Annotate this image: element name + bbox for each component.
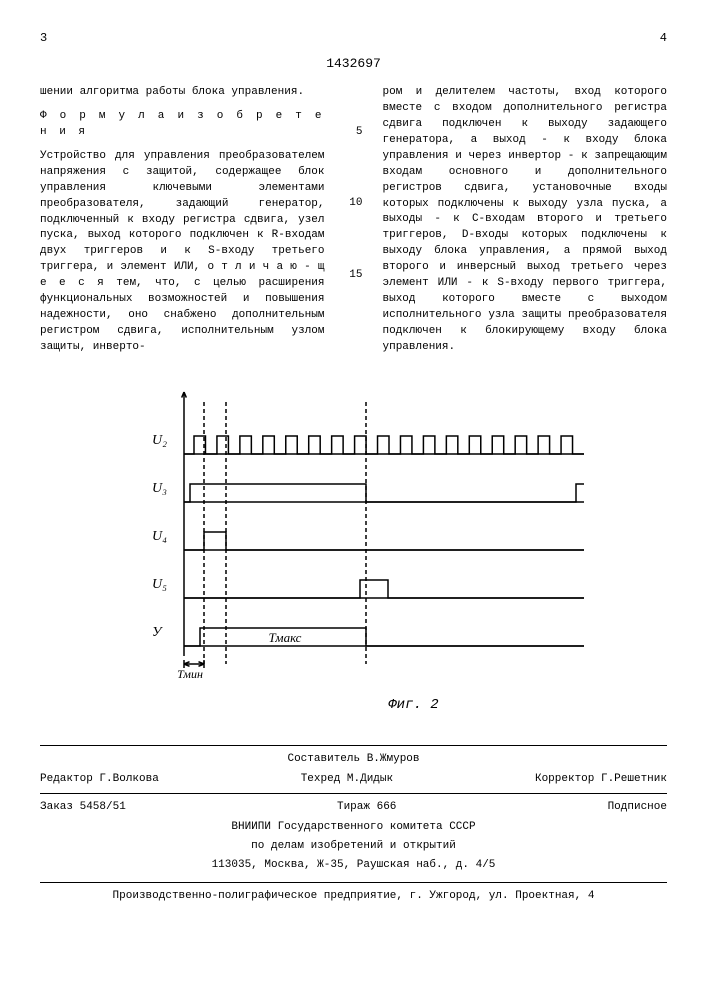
- compiler: Составитель В.Жмуров: [40, 752, 667, 767]
- ln-10: 10: [345, 196, 363, 211]
- tech: Техред М.Дидык: [301, 772, 393, 787]
- divider-1: [40, 745, 667, 746]
- figure-label: Фиг. 2: [160, 696, 667, 716]
- timing-diagram: U₂ U₃ U₄ U₅ У Тмин Тмакс Фиг. 2: [40, 386, 667, 715]
- editor: Редактор Г.Волкова: [40, 772, 159, 787]
- svg-text:Тмин: Тмин: [177, 667, 203, 681]
- org2: по делам изобретений и открытий: [40, 839, 667, 854]
- right-column: ром и делителем частоты, вход которого в…: [383, 85, 668, 356]
- footer-order: Заказ 5458/51 Тираж 666 Подписное: [40, 800, 667, 815]
- ln-15: 15: [345, 268, 363, 283]
- text-columns: шении алгоритма работы блока управления.…: [40, 85, 667, 356]
- timing-svg: U₂ U₃ U₄ U₅ У Тмин Тмакс: [124, 386, 584, 686]
- line-numbers: 5 10 15: [345, 85, 363, 356]
- right-body: ром и делителем частоты, вход которого в…: [383, 86, 668, 353]
- sub: Подписное: [608, 800, 667, 815]
- page-num-right: 4: [660, 30, 667, 47]
- divider-2: [40, 793, 667, 794]
- footer-credits: Редактор Г.Волкова Техред М.Дидык Коррек…: [40, 772, 667, 787]
- formula-heading: Ф о р м у л а и з о б р е т е н и я: [40, 109, 325, 141]
- page-num-left: 3: [40, 30, 47, 47]
- page-numbers: 3 4: [40, 30, 667, 47]
- org1: ВНИИПИ Государственного комитета СССР: [40, 820, 667, 835]
- printer: Производственно-полиграфическое предприя…: [40, 882, 667, 904]
- svg-text:U₄: U₄: [152, 529, 167, 544]
- svg-text:U₂: U₂: [152, 433, 167, 448]
- order: Заказ 5458/51: [40, 800, 126, 815]
- tirazh: Тираж 666: [337, 800, 396, 815]
- svg-text:Тмакс: Тмакс: [268, 630, 301, 645]
- corrector: Корректор Г.Решетник: [535, 772, 667, 787]
- ln-5: 5: [345, 125, 363, 140]
- left-frag1: шении алгоритма работы блока управления.: [40, 86, 304, 98]
- addr: 113035, Москва, Ж-35, Раушская наб., д. …: [40, 858, 667, 873]
- svg-text:У: У: [152, 625, 163, 640]
- svg-text:U₃: U₃: [152, 481, 167, 496]
- patent-number: 1432697: [40, 55, 667, 73]
- svg-text:U₅: U₅: [152, 577, 167, 592]
- left-column: шении алгоритма работы блока управления.…: [40, 85, 325, 356]
- left-body: Устройство для управления преобразовател…: [40, 150, 325, 353]
